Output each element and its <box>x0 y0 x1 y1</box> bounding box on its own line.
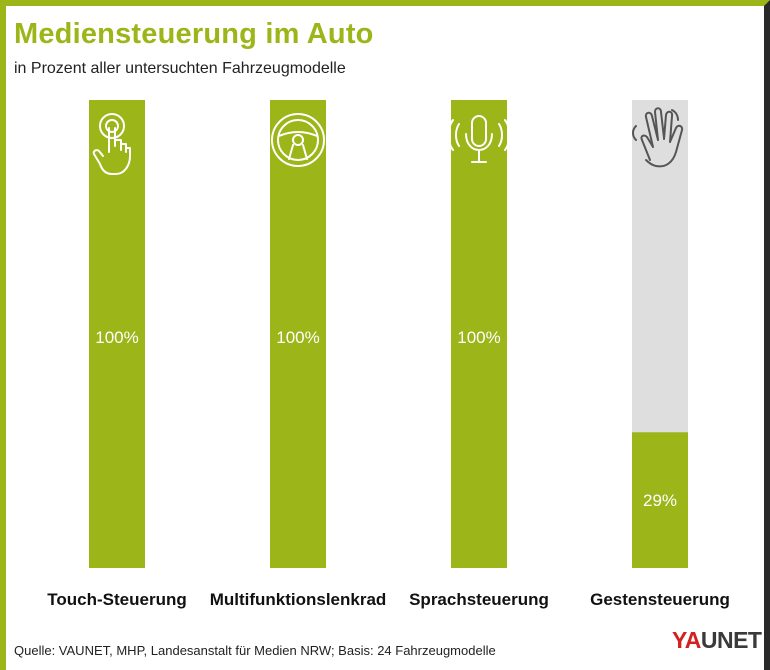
bar-touch-steuerung <box>89 100 145 568</box>
value-label-multifunktionslenkrad: 100% <box>276 328 319 347</box>
value-label-gestensteuerung: 29% <box>643 491 677 510</box>
touch-hand-icon <box>92 113 131 175</box>
source-note: Quelle: VAUNET, MHP, Landesanstalt für M… <box>14 643 496 658</box>
gesture-hand-icon <box>632 107 684 168</box>
value-label-sprachsteuerung: 100% <box>457 328 500 347</box>
category-label-gestensteuerung: Gestensteuerung <box>590 590 730 609</box>
steering-wheel-icon <box>271 113 325 167</box>
bar-gestensteuerung <box>632 432 688 568</box>
vaunet-logo: YAUNET <box>672 627 762 653</box>
chart-title: Mediensteuerung im Auto <box>14 18 374 50</box>
bar-multifunktionslenkrad <box>270 100 326 568</box>
chart-subtitle: in Prozent aller untersuchten Fahrzeugmo… <box>14 60 346 77</box>
microphone-icon <box>447 115 511 163</box>
category-label-multifunktionslenkrad: Multifunktionslenkrad <box>210 590 387 609</box>
category-label-touch-steuerung: Touch-Steuerung <box>47 590 186 609</box>
bar-sprachsteuerung <box>451 100 507 568</box>
category-label-sprachsteuerung: Sprachsteuerung <box>409 590 549 609</box>
value-label-touch-steuerung: 100% <box>95 328 138 347</box>
